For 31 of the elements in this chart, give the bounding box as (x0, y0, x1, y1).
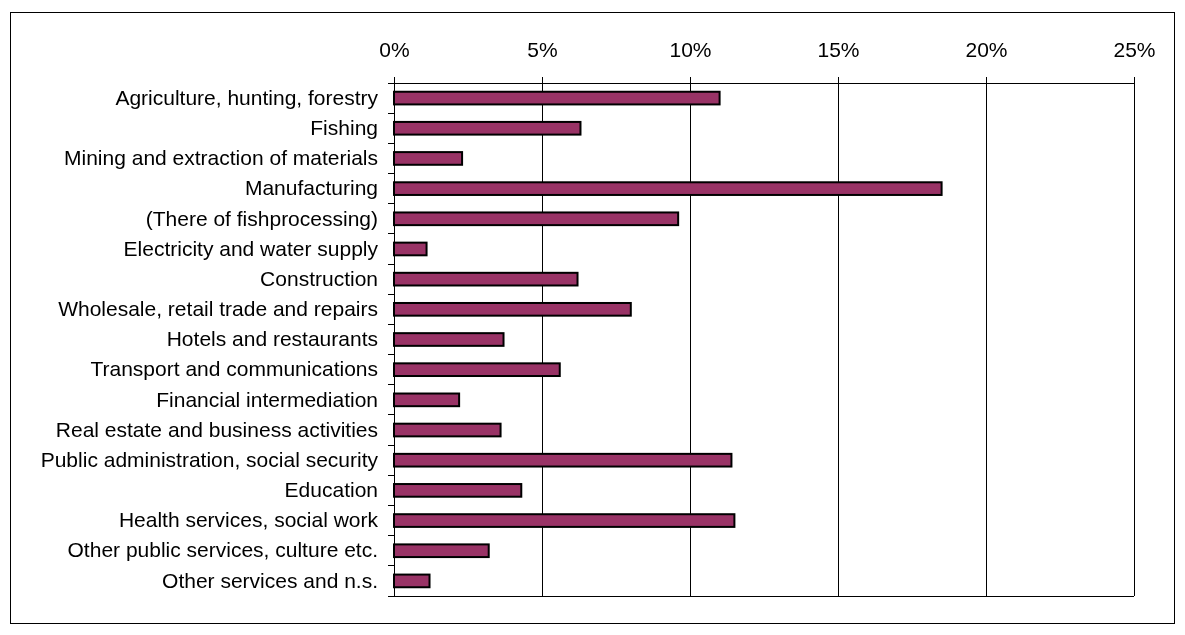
bar (393, 392, 461, 408)
y-tick-label: Health services, social work (118, 508, 379, 532)
bar (393, 573, 431, 589)
y-tick-label: Real estate and business activities (55, 417, 378, 441)
y-tick-label: Other public services, culture etc. (67, 538, 378, 562)
y-tick-label: Education (284, 478, 378, 502)
y-tick-label: Mining and extraction of materials (64, 146, 378, 170)
x-tick-label: 0% (379, 38, 410, 61)
x-tick-label: 20% (965, 38, 1008, 61)
y-tick-label: Hotels and restaurants (166, 327, 378, 351)
y-tick-label: Fishing (310, 115, 378, 139)
x-tick-label: 25% (1113, 38, 1156, 61)
y-tick-label: Construction (260, 266, 378, 290)
y-tick-label: Manufacturing (244, 176, 378, 200)
y-tick-label: Electricity and water supply (123, 236, 379, 260)
bar (393, 483, 523, 498)
bar (393, 151, 464, 166)
y-tick-label: Public administration, social security (40, 447, 379, 471)
x-tick-label: 5% (527, 38, 558, 61)
bar (393, 332, 505, 347)
y-tick-label: Agriculture, hunting, forestry (115, 85, 379, 109)
y-tick-label: Other services and n.s. (162, 568, 378, 592)
bar (393, 422, 502, 438)
bar (393, 241, 428, 257)
y-tick-label: Transport and communications (90, 357, 378, 381)
y-tick-label: (There of fishprocessing) (145, 206, 378, 230)
x-tick-label: 10% (669, 38, 712, 61)
y-tick-label: Financial intermediation (156, 387, 378, 411)
y-tick-label: Wholesale, retail trade and repairs (58, 297, 378, 321)
x-tick-label: 15% (817, 38, 860, 61)
bar (393, 543, 490, 559)
